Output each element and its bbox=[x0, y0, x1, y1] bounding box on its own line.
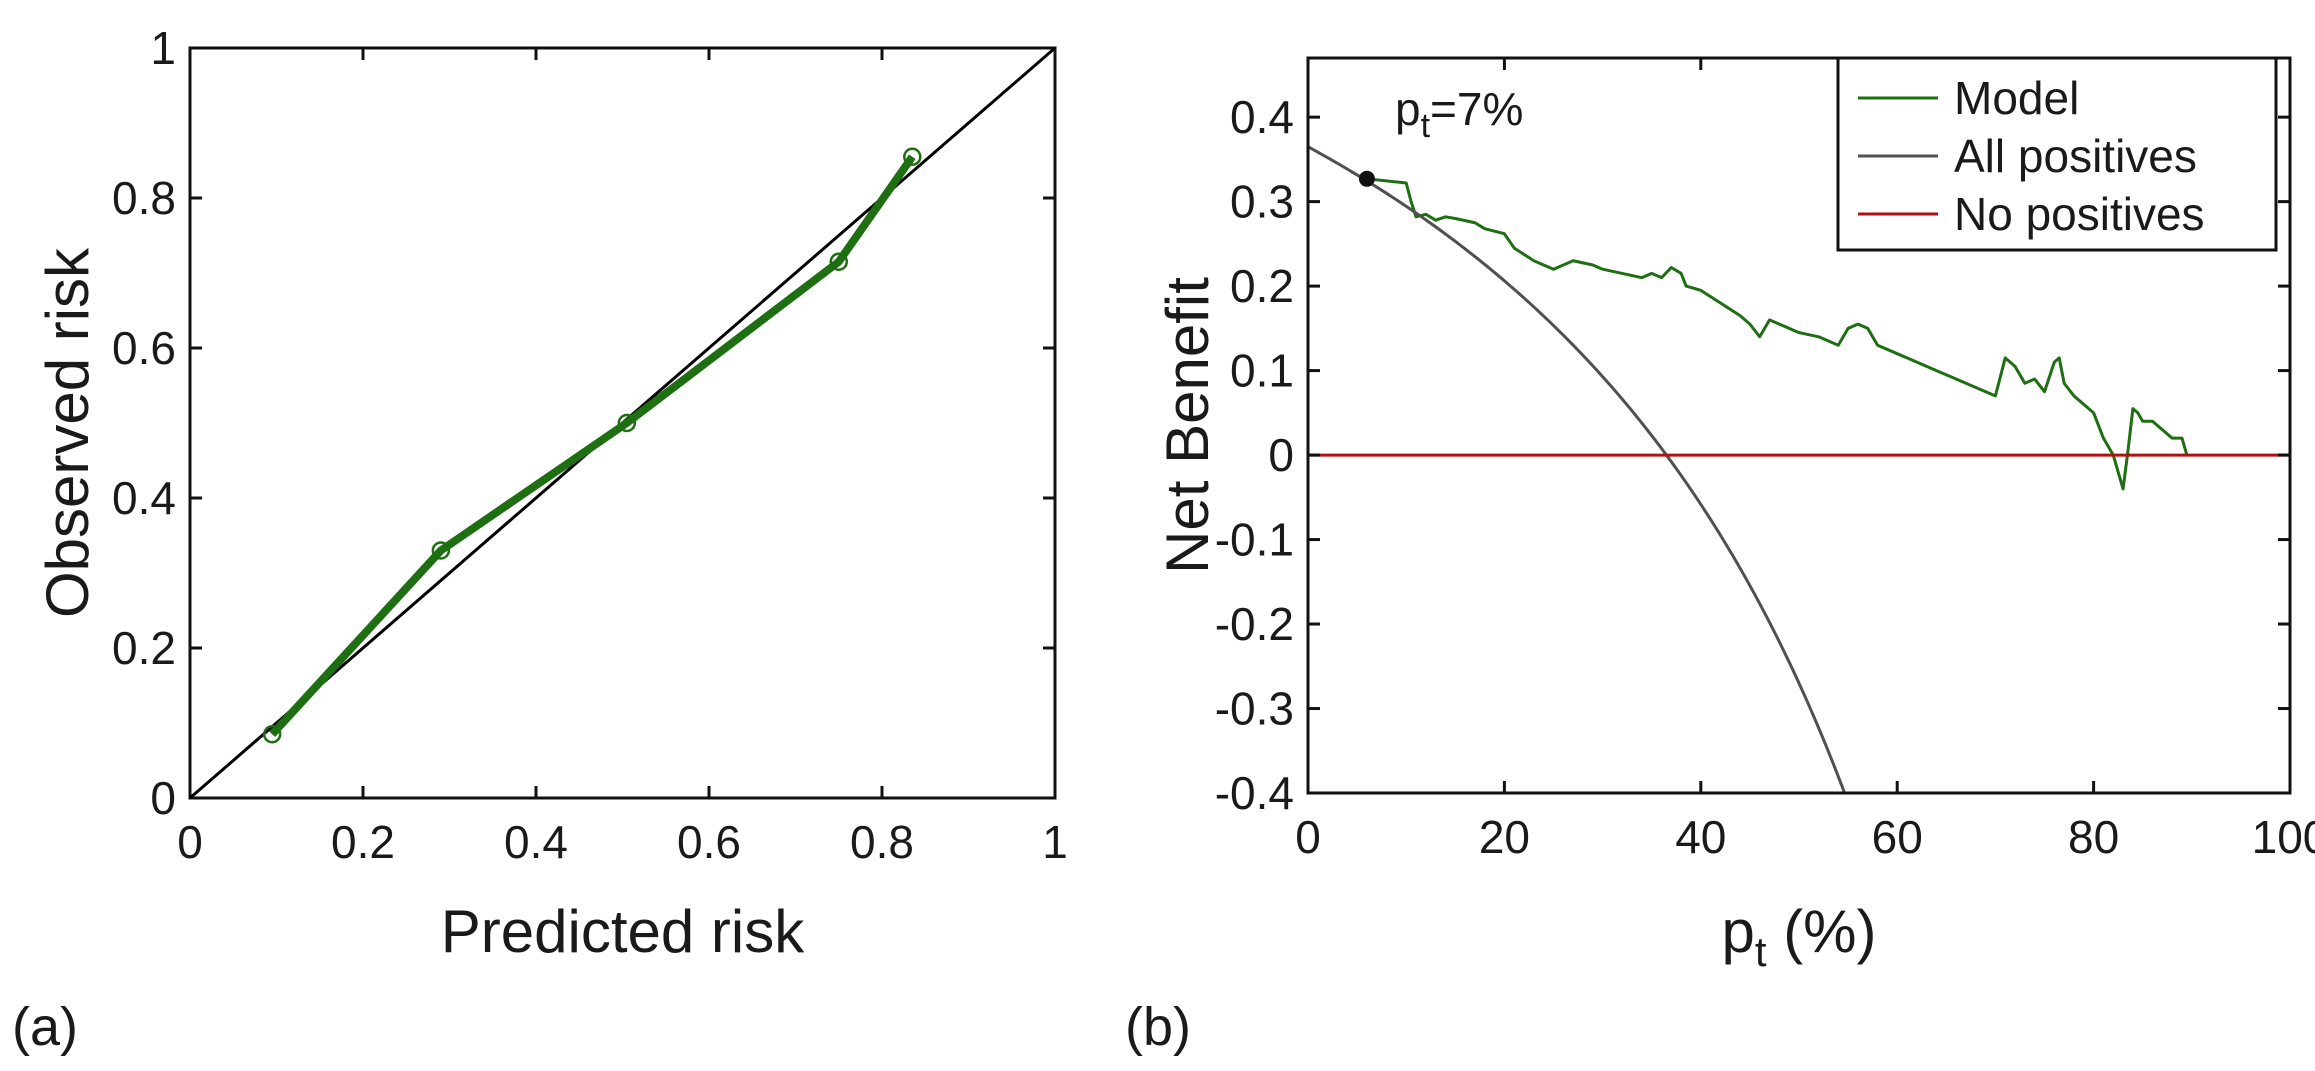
calibration-plot-ticks: 0 0.2 0.4 0.6 0.8 1 0 0.2 0.4 0.6 0.8 1 bbox=[112, 22, 1068, 868]
legend: Model All positives No positives bbox=[1836, 56, 2278, 252]
calibration-point bbox=[617, 413, 637, 433]
decision-curve-y-axis-title: Net Benefit bbox=[1154, 277, 1221, 574]
y-tick-label: -0.4 bbox=[1215, 767, 1294, 819]
x-tick-label: 1 bbox=[1042, 816, 1068, 868]
decision-curve-x-axis-title: pt (%) bbox=[1721, 898, 1876, 975]
decision-curve-ticks: 0 20 40 60 80 100 0.4 0.3 0.2 0.1 0 -0.1 -0.2 -0.3 -0.… bbox=[1215, 58, 2315, 863]
panel-label-b: (b) bbox=[1125, 997, 1191, 1057]
threshold-point bbox=[1358, 170, 1375, 187]
y-tick-label: 0 bbox=[1268, 429, 1294, 481]
x-tick-label: 0 bbox=[177, 816, 203, 868]
legend-box bbox=[1836, 56, 2278, 252]
decision-curve-series bbox=[1308, 145, 2290, 793]
panel-label-a: (a) bbox=[12, 997, 78, 1057]
calibration-point bbox=[903, 147, 922, 166]
y-tick-label: 0.6 bbox=[112, 322, 176, 374]
y-tick-label: 0.2 bbox=[112, 622, 176, 674]
calibration-point bbox=[829, 252, 848, 271]
x-tick-label: 40 bbox=[1675, 811, 1726, 863]
x-tick-label: 100 bbox=[2252, 811, 2315, 863]
calibration-plot-series bbox=[189, 46, 1056, 800]
legend-label: All positives bbox=[1954, 130, 2197, 182]
calibration-plot-x-axis-title: Predicted risk bbox=[441, 898, 805, 965]
y-tick-label: 0.8 bbox=[112, 172, 176, 224]
calibration-plot: 0 0.2 0.4 0.6 0.8 1 0 0.2 0.4 0.6 0.8 1 Predicted r… bbox=[12, 22, 1068, 1057]
threshold-label: pt=7% bbox=[1395, 83, 1523, 145]
y-tick-label: 0 bbox=[150, 772, 176, 824]
calibration-curve bbox=[269, 154, 916, 737]
all-positives-curve bbox=[1308, 145, 1846, 793]
y-tick-label: 0.4 bbox=[1230, 91, 1294, 143]
decision-curve-frame bbox=[1306, 56, 2292, 795]
y-tick-label: 1 bbox=[150, 22, 176, 74]
calibration-plot-frame bbox=[188, 46, 1057, 800]
legend-label: Model bbox=[1954, 72, 2079, 124]
x-tick-label: 0.8 bbox=[850, 816, 914, 868]
y-tick-label: -0.3 bbox=[1215, 683, 1294, 735]
x-tick-label: 0.4 bbox=[504, 816, 568, 868]
x-tick-label: 0.2 bbox=[331, 816, 395, 868]
y-tick-label: 0.3 bbox=[1230, 176, 1294, 228]
calibration-plot-y-axis-title: Observed risk bbox=[34, 247, 101, 618]
y-tick-label: 0.2 bbox=[1230, 260, 1294, 312]
x-tick-label: 0 bbox=[1295, 811, 1321, 863]
y-tick-label: -0.2 bbox=[1215, 598, 1294, 650]
legend-label: No positives bbox=[1954, 188, 2205, 240]
x-tick-label: 80 bbox=[2068, 811, 2119, 863]
decision-curve-plot: 0 20 40 60 80 100 0.4 0.3 0.2 0.1 0 -0.1 -0.2 -0.3 -0.… bbox=[1125, 56, 2315, 1057]
y-tick-label: 0.4 bbox=[112, 472, 176, 524]
x-tick-label: 20 bbox=[1479, 811, 1530, 863]
calibration-point bbox=[262, 725, 282, 744]
threshold-annotation: pt=7% bbox=[1358, 83, 1523, 187]
y-tick-label: 0.1 bbox=[1230, 345, 1294, 397]
x-tick-label: 0.6 bbox=[677, 816, 741, 868]
x-tick-label: 60 bbox=[1872, 811, 1923, 863]
y-tick-label: -0.1 bbox=[1215, 514, 1294, 566]
model-curve bbox=[1366, 177, 2189, 491]
calibration-point bbox=[431, 541, 451, 560]
